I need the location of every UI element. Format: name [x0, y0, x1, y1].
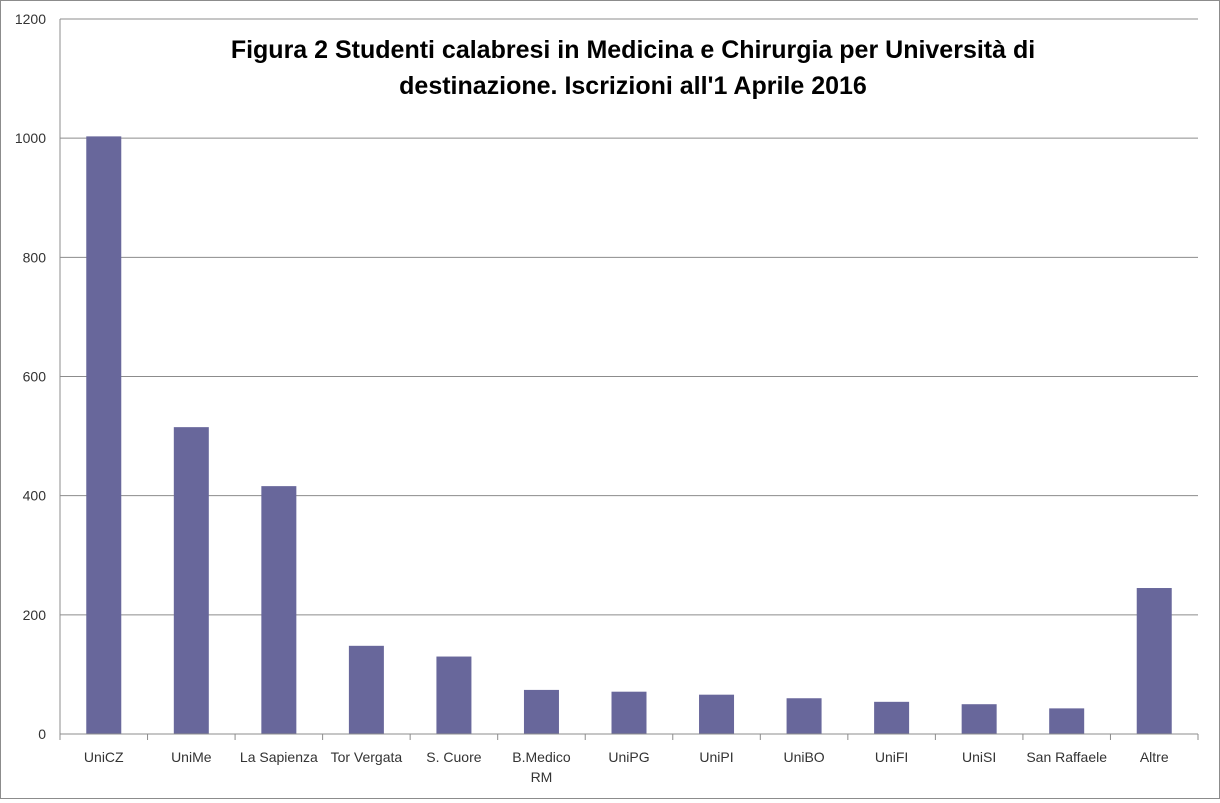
x-tick-label-line: San Raffaele: [1026, 749, 1107, 765]
bar: [786, 698, 822, 734]
bar: [961, 704, 997, 734]
chart-title-line: destinazione. Iscrizioni all'1 Aprile 20…: [399, 72, 867, 100]
x-tick-label: UniCZ: [84, 749, 124, 765]
x-tick-label: Altre: [1140, 749, 1169, 765]
y-tick-label: 0: [38, 726, 46, 742]
x-tick-label-line: UniBO: [783, 749, 824, 765]
x-tick-label: UniSI: [962, 749, 996, 765]
bar: [611, 691, 647, 734]
y-tick-labels: 0 200 400 600 800 1000 1200: [15, 11, 46, 742]
x-tick-label-line: B.Medico: [512, 749, 571, 765]
x-tick-label: Tor Vergata: [331, 749, 403, 765]
x-tick-label: UniBO: [783, 749, 824, 765]
x-tick-label-line: UniFI: [875, 749, 908, 765]
axes: [59, 19, 1199, 740]
x-tick-label-line: UniMe: [171, 749, 212, 765]
x-tick-label: UniPI: [699, 749, 733, 765]
x-tick-label: La Sapienza: [240, 749, 318, 765]
bar: [173, 427, 209, 734]
x-tick-label-line: RM: [531, 769, 553, 785]
y-tick-label: 1000: [15, 130, 46, 146]
x-tick-label-line: Altre: [1140, 749, 1169, 765]
x-tick-label: UniFI: [875, 749, 908, 765]
x-tick-label: UniMe: [171, 749, 212, 765]
bar: [436, 656, 472, 734]
chart-title-line: Figura 2 Studenti calabresi in Medicina …: [231, 36, 1035, 64]
y-tick-label: 400: [23, 488, 47, 504]
bars: [86, 136, 1172, 735]
x-tick-label: San Raffaele: [1026, 749, 1107, 765]
y-tick-label: 200: [23, 607, 47, 623]
gridlines: [60, 18, 1198, 616]
x-tick-label: S. Cuore: [426, 749, 481, 765]
chart-title: Figura 2 Studenti calabresi in Medicina …: [231, 36, 1035, 100]
x-tick-label: B.Medico RM: [512, 749, 571, 785]
bar: [1049, 708, 1085, 734]
x-tick-label-line: UniSI: [962, 749, 996, 765]
y-tick-label: 800: [23, 249, 47, 265]
x-tick-label: UniPG: [608, 749, 649, 765]
bar: [699, 694, 735, 734]
x-tick-label-line: La Sapienza: [240, 749, 318, 765]
bar: [261, 486, 297, 734]
y-tick-label: 600: [23, 369, 47, 385]
x-tick-label-line: UniPG: [608, 749, 649, 765]
bar: [86, 136, 122, 735]
bar: [523, 689, 559, 734]
bar: [1136, 588, 1172, 734]
x-tick-label-line: UniCZ: [84, 749, 124, 765]
bar: [348, 645, 384, 734]
y-tick-label: 1200: [15, 11, 46, 27]
x-tick-label-line: Tor Vergata: [331, 749, 403, 765]
x-tick-label-line: S. Cuore: [426, 749, 481, 765]
x-tick-labels: UniCZ UniMe La Sapienza Tor Vergata S. Cuore…: [84, 749, 1169, 785]
bar: [874, 701, 910, 734]
x-tick-label-line: UniPI: [699, 749, 733, 765]
